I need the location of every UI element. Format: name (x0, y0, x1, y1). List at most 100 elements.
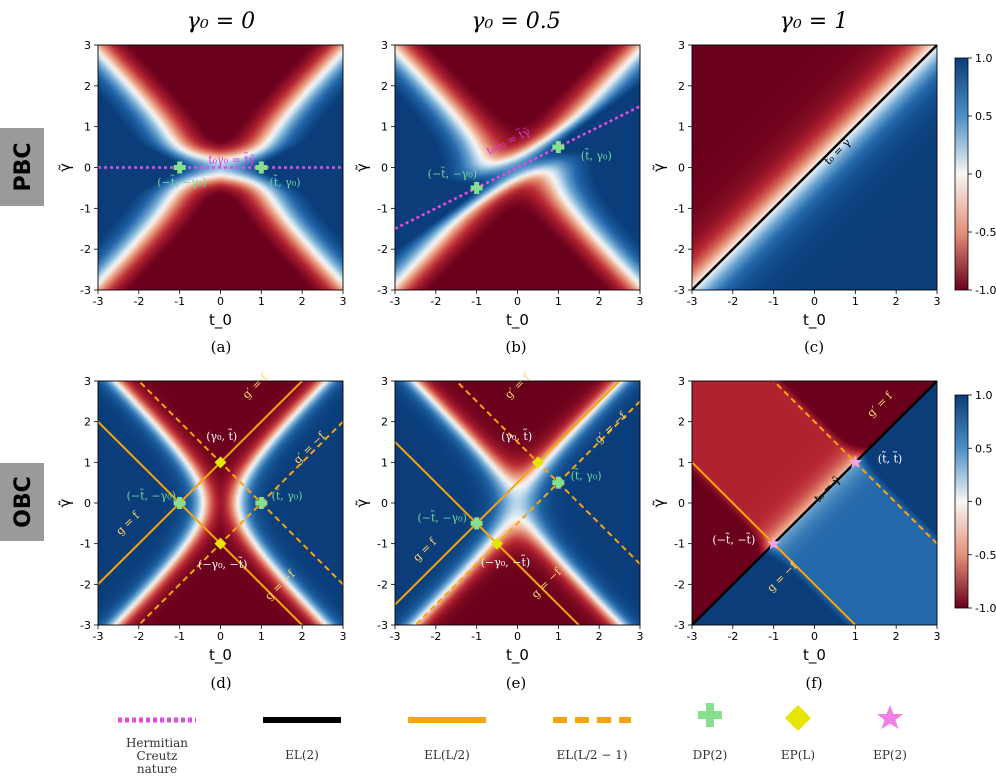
y-tick-label: -1 (674, 202, 685, 215)
x-tick-label: 0 (514, 630, 521, 643)
colorbar-tick-label: 1.0 (975, 52, 993, 65)
y-axis-label: γ̃ (353, 163, 371, 172)
legend-label-hermitian-2: Creutz (137, 749, 178, 763)
colorbar-tick-label: 1.0 (975, 389, 993, 402)
y-tick-label: 2 (84, 416, 91, 429)
y-tick-label: 1 (381, 456, 388, 469)
y-tick-label: -2 (80, 578, 91, 591)
x-tick-label: -1 (768, 295, 779, 308)
x-tick-label: 2 (299, 630, 306, 643)
ep2-marker (848, 455, 862, 468)
x-tick-label: -2 (727, 295, 738, 308)
y-tick-label: -3 (377, 619, 388, 632)
annotation-3: (−γ₀, −t̃) (198, 557, 247, 571)
dp2-marker-v (555, 476, 561, 489)
column-title-2: γ₀ = 0.5 (471, 9, 560, 34)
y-tick-label: -3 (674, 284, 685, 297)
dp2-marker (552, 141, 565, 154)
x-tick-label: 2 (596, 295, 603, 308)
y-tick-label: 1 (84, 121, 91, 134)
dp2-marker-v (258, 497, 264, 509)
dp2-marker (552, 476, 565, 489)
caption-b: (b) (505, 338, 526, 356)
y-tick-label: -2 (377, 578, 388, 591)
y-tick-label: -1 (80, 202, 91, 215)
x-tick-label: 1 (555, 295, 562, 308)
y-tick-label: 3 (381, 375, 388, 388)
x-tick-label: 3 (340, 630, 347, 643)
x-tick-label: -3 (390, 630, 401, 643)
x-tick-label: -1 (471, 630, 482, 643)
colorbar-tick-label: 0 (975, 496, 982, 509)
y-tick-label: -1 (80, 538, 91, 551)
y-tick-label: 3 (84, 375, 91, 388)
x-tick-label: 3 (340, 295, 347, 308)
y-tick-label: 2 (84, 80, 91, 93)
x-tick-label: 3 (934, 295, 941, 308)
colorbar-tick-label: 0.5 (975, 442, 993, 455)
y-tick-label: 2 (381, 80, 388, 93)
annotation-2: (t̃, γ₀) (270, 174, 301, 188)
x-tick-label: -1 (768, 630, 779, 643)
colorbar-tick-label: -0.5 (975, 549, 996, 562)
y-tick-label: -2 (674, 243, 685, 256)
dp2-marker (173, 161, 186, 174)
colorbar-ticks: 1.0 0.5 0 -0.5 -1.0 1.0 0.5 0 -0.5 -1.0 (968, 52, 996, 615)
heatmap-image (395, 45, 640, 290)
annotation-1: (−t̃, −γ₀) (127, 488, 176, 502)
y-tick-label: -2 (377, 243, 388, 256)
dp2-marker (255, 497, 268, 509)
plot-lines (395, 105, 640, 230)
y-tick-label: -3 (674, 619, 685, 632)
row-label-box-pbc (0, 128, 44, 206)
panel-a: t₀γ₀ = t̃γ̃(−t̃, −γ₀) (t̃, γ₀) -3-3 -2 -2 -1 -… (56, 39, 347, 330)
x-tick-label: -2 (430, 295, 441, 308)
dp2-marker (470, 517, 483, 530)
annotation-2: (t̃, γ₀) (272, 488, 303, 502)
x-tick-label: 0 (811, 295, 818, 308)
y-axis-label: γ̃ (650, 498, 668, 507)
x-tick-label: 3 (637, 630, 644, 643)
y-tick-label: -1 (674, 538, 685, 551)
x-tick-label: -1 (471, 295, 482, 308)
annotation-0: (γ₀, t̃) (206, 429, 237, 443)
ep2-marker (767, 536, 781, 550)
y-tick-label: 0 (678, 497, 685, 510)
dp2-marker-v (258, 161, 264, 174)
row-label-box-obc (0, 463, 44, 541)
x-axis-label: t_0 (506, 311, 529, 330)
x-tick-label: -1 (174, 630, 185, 643)
heatmap-image (98, 381, 343, 625)
plot-lines (692, 381, 937, 625)
x-tick-label: 1 (258, 295, 265, 308)
y-tick-label: 0 (84, 162, 91, 175)
x-tick-label: -3 (687, 295, 698, 308)
annotation-2: (t̃, γ₀) (571, 468, 602, 482)
y-tick-label: -2 (80, 243, 91, 256)
x-tick-label: -1 (174, 295, 185, 308)
y-tick-label: -3 (80, 619, 91, 632)
panels: t₀γ₀ = t̃γ̃(−t̃, −γ₀) (t̃, γ₀)-3-3-2-2-1-… (56, 39, 941, 665)
column-title-1: γ₀ = 0 (187, 9, 255, 34)
annotation-1: (−t̃, −γ₀) (428, 166, 477, 180)
y-tick-label: 1 (84, 456, 91, 469)
caption-d: (d) (210, 674, 231, 692)
legend-label-el-l2-minus-1: EL(L/2 − 1) (556, 748, 627, 762)
colorbar-tick-label: -0.5 (975, 226, 996, 239)
annotation-0: (t̃, t̃) (878, 451, 902, 465)
legend-label-dp2: DP(2) (693, 748, 728, 762)
hermitian-line (395, 105, 640, 230)
dp2-marker (470, 181, 483, 194)
legend-label-hermitian-3: nature (137, 762, 177, 776)
caption-a: (a) (211, 338, 232, 356)
caption-f: (f) (805, 674, 822, 692)
x-axis-label: t_0 (209, 311, 232, 330)
el-l2m1-line-1 (413, 400, 640, 625)
y-tick-label: 3 (84, 39, 91, 52)
legend-label-el2: EL(2) (285, 748, 319, 762)
panel-d: (γ₀, t̃)(−t̃, −γ₀) (t̃, γ₀)(−γ₀, −t̃)g′ =… (56, 370, 347, 665)
colorbar-pbc (954, 57, 969, 291)
x-tick-label: -3 (390, 295, 401, 308)
